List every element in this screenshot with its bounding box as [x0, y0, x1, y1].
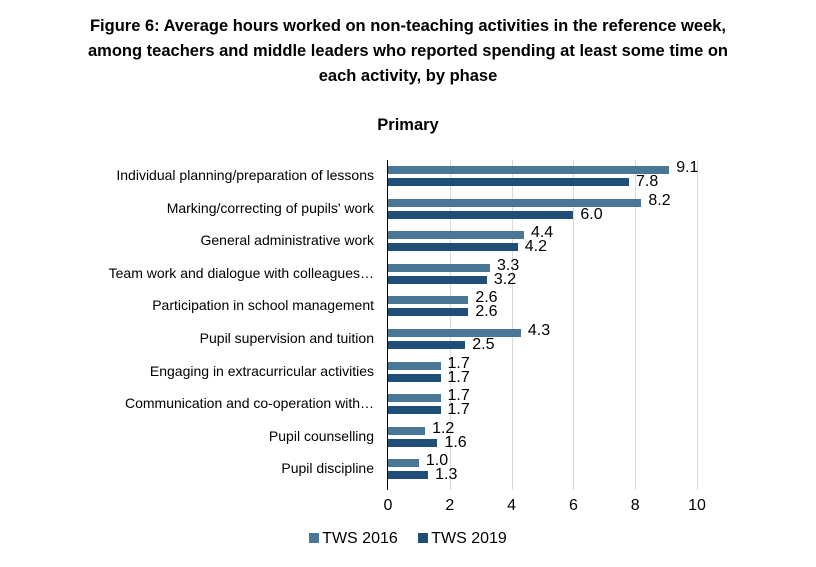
data-label: 1.3	[435, 466, 458, 484]
x-tick-label: 8	[630, 497, 640, 514]
gridline	[573, 160, 575, 490]
bar-tws-2019	[388, 373, 441, 382]
bar-tws-2016	[388, 361, 441, 370]
data-label: 1.0	[425, 452, 449, 470]
category-label: Pupil counselling	[268, 427, 374, 444]
data-label: 2.6	[475, 303, 498, 321]
category-label: Communication and co-operation with…	[124, 395, 374, 412]
bar-tws-2016	[388, 198, 642, 207]
gridline	[697, 160, 698, 490]
chart-subtitle: Primary	[377, 116, 439, 134]
bar-tws-2019	[388, 275, 487, 284]
category-label: General administrative work	[200, 232, 374, 249]
bar-tws-2019	[388, 438, 438, 447]
legend-label-2016: TWS 2016	[322, 530, 398, 547]
data-label: 1.6	[444, 433, 467, 451]
legend-item-2016: TWS 2016	[309, 530, 398, 548]
bar-tws-2019	[388, 243, 518, 252]
bar-tws-2016	[388, 329, 521, 337]
category-label: Team work and dialogue with colleagues…	[108, 264, 374, 281]
title-line-3: each activity, by phase	[318, 67, 498, 85]
bar-tws-2016	[388, 231, 524, 240]
legend-label-2019: TWS 2019	[431, 530, 507, 547]
data-label: 2.5	[472, 336, 495, 353]
data-label: 3.2	[493, 270, 517, 288]
y-axis-line	[387, 160, 388, 490]
data-label: 4.4	[530, 224, 554, 242]
x-tick-label: 6	[568, 497, 578, 514]
data-label: 4.3	[527, 322, 551, 339]
category-label: Pupil supervision and tuition	[199, 330, 374, 346]
category-label: Marking/correcting of pupils' work	[166, 199, 374, 216]
x-tick-label: 2	[445, 497, 455, 514]
data-label: 9.1	[676, 159, 699, 176]
bar-tws-2019	[388, 210, 574, 219]
bar-tws-2016	[388, 459, 419, 468]
bar-tws-2016	[388, 263, 490, 272]
x-tick-label: 10	[688, 497, 706, 514]
legend-item-2019: TWS 2019	[418, 530, 507, 548]
bar-tws-2016	[388, 394, 441, 403]
bar-tws-2016	[388, 426, 426, 435]
x-tick-label: 0	[383, 497, 393, 514]
category-label: Pupil discipline	[281, 460, 374, 477]
data-label: 8.2	[648, 191, 671, 209]
bar-tws-2016	[388, 166, 670, 174]
title-line-1: Figure 6: Average hours worked on non-te…	[89, 17, 727, 35]
legend-swatch-2016	[309, 533, 320, 543]
gridline	[511, 160, 513, 490]
title-line-2: among teachers and middle leaders who re…	[88, 42, 728, 60]
bar-tws-2019	[388, 341, 466, 349]
chart-legend: TWS 2016 TWS 2019	[0, 530, 816, 548]
data-label: 4.2	[524, 238, 548, 256]
legend-swatch-2019	[418, 533, 429, 543]
category-label: Engaging in extracurricular activities	[149, 362, 374, 379]
bar-tws-2019	[388, 178, 630, 186]
data-label: 6.0	[580, 205, 603, 223]
category-label: Individual planning/preparation of lesso…	[116, 167, 374, 183]
category-label: Participation in school management	[152, 297, 374, 314]
data-label: 1.7	[447, 354, 470, 372]
figure-title: Figure 6: Average hours worked on non-te…	[0, 14, 816, 89]
data-label: 1.7	[447, 368, 470, 386]
bar-tws-2019	[388, 406, 441, 415]
data-label: 1.7	[447, 387, 470, 405]
data-label: 7.8	[636, 173, 659, 190]
gridline	[449, 160, 451, 490]
gridline	[635, 160, 637, 490]
data-label: 1.7	[447, 401, 470, 419]
bar-tws-2019	[388, 308, 469, 317]
data-label: 3.3	[496, 256, 520, 274]
data-label: 1.2	[432, 419, 455, 437]
x-tick-label: 4	[507, 497, 517, 514]
bar-tws-2019	[388, 471, 429, 480]
data-label: 2.6	[475, 289, 498, 307]
bar-tws-2016	[388, 296, 469, 305]
